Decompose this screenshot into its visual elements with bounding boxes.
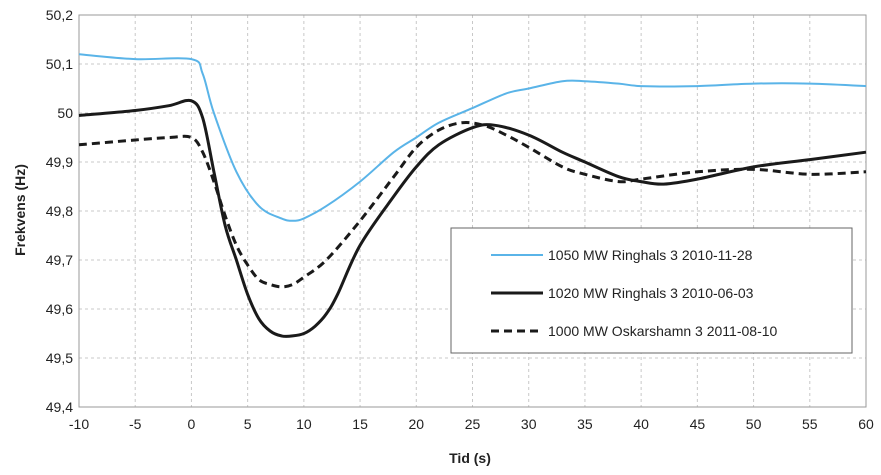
- y-axis-title: Frekvens (Hz): [12, 164, 28, 256]
- y-tick-label: 49,8: [46, 203, 73, 219]
- x-tick-label: 15: [352, 416, 368, 432]
- x-tick-label: -5: [129, 416, 142, 432]
- tick-labels: -10 -5 0 5 10 15 20 25 30 35 40 45 50 55 60 49,4 49,5 49,…: [46, 7, 874, 432]
- x-tick-label: 5: [244, 416, 252, 432]
- legend-label-3: 1000 MW Oskarshamn 3 2011-08-10: [548, 323, 778, 339]
- x-tick-label: 50: [746, 416, 762, 432]
- series-lines: [78, 53, 867, 338]
- x-tick-label: 35: [577, 416, 593, 432]
- legend-label-2: 1020 MW Ringhals 3 2010-06-03: [548, 285, 754, 301]
- x-tick-label: 45: [690, 416, 706, 432]
- series-line-1: [78, 53, 867, 222]
- axes: [78, 14, 867, 408]
- x-tick-label: 55: [802, 416, 818, 432]
- x-tick-label: 20: [408, 416, 424, 432]
- y-tick-label: 50,2: [46, 7, 73, 23]
- y-tick-label: 49,9: [46, 154, 73, 170]
- x-tick-label: -10: [69, 416, 89, 432]
- legend-label-1: 1050 MW Ringhals 3 2010-11-28: [548, 247, 753, 263]
- y-tick-label: 49,6: [46, 301, 73, 317]
- y-tick-label: 49,7: [46, 252, 73, 268]
- x-tick-label: 40: [633, 416, 649, 432]
- x-axis-title: Tid (s): [449, 450, 491, 466]
- legend: 1050 MW Ringhals 3 2010-11-28 1020 MW Rin…: [450, 227, 853, 354]
- x-tick-label: 10: [296, 416, 312, 432]
- plot-area-border: [78, 14, 867, 408]
- x-tick-label: 25: [465, 416, 481, 432]
- y-tick-label: 49,5: [46, 350, 73, 366]
- series-line-3: [78, 121, 867, 289]
- x-tick-label: 0: [188, 416, 196, 432]
- x-tick-label: 60: [858, 416, 874, 432]
- y-tick-label: 50: [57, 105, 73, 121]
- y-tick-label: 50,1: [46, 56, 73, 72]
- y-tick-label: 49,4: [46, 399, 73, 415]
- x-tick-label: 30: [521, 416, 537, 432]
